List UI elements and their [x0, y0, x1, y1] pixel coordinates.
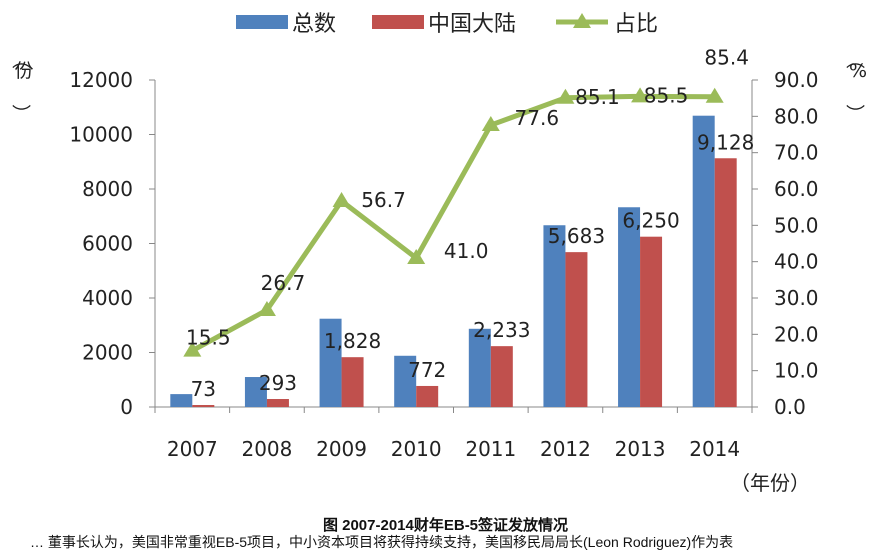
right-tick-label: 80.0 — [774, 104, 819, 128]
line-label-2007: 15.5 — [186, 326, 231, 350]
share-marker-2011 — [481, 116, 500, 132]
bar-total-2011 — [468, 328, 491, 407]
left-tick-label: 0 — [120, 395, 133, 419]
chart-legend: 总数 中国大陆 占比 — [236, 12, 658, 37]
legend-swatch-2 — [372, 15, 424, 29]
bar-label-2014: 9,128 — [697, 130, 754, 154]
left-tick-label: 10000 — [69, 123, 133, 147]
share-marker-2010 — [407, 249, 426, 265]
left-y-axis: 0 2000 4000 6000 8000 10000 12000 （份） — [9, 50, 156, 419]
left-tick-label: 8000 — [82, 177, 133, 201]
bar-mainland-2008 — [266, 399, 289, 407]
line-label-2008: 26.7 — [261, 271, 306, 295]
right-tick-label: 50.0 — [774, 213, 819, 237]
bar-label-2009: 1,828 — [324, 329, 381, 353]
bar-label-2013: 6,250 — [622, 209, 679, 233]
left-tick-label: 2000 — [82, 341, 133, 365]
left-tick-label: 12000 — [69, 68, 133, 92]
line-label-2013: 85.5 — [644, 83, 689, 107]
left-tick-label: 4000 — [82, 286, 133, 310]
bar-label-2012: 5,683 — [548, 224, 605, 248]
bar-label-2007: 73 — [191, 377, 216, 401]
x-axis: 2007 2008 2009 2010 2011 2012 2013 2014 （年份） — [154, 406, 810, 495]
bar-total-2010 — [394, 355, 417, 407]
bar-series — [170, 115, 737, 407]
legend-label-3: 占比 — [614, 12, 658, 37]
bar-mainland-2010 — [416, 385, 439, 407]
figure-caption: 图 2007-2014财年EB-5签证发放情况 — [322, 517, 569, 534]
left-tick-label: 6000 — [82, 232, 133, 256]
legend-triangle-marker — [573, 13, 591, 28]
bar-total-2014 — [692, 115, 715, 407]
line-series — [183, 87, 724, 357]
x-tick-label: 2013 — [615, 437, 666, 461]
bar-label-2011: 2,233 — [473, 318, 530, 342]
right-tick-label: 10.0 — [774, 359, 819, 383]
share-marker-2013 — [631, 87, 650, 103]
right-axis-unit: （%） — [843, 50, 867, 123]
legend-label-1: 总数 — [292, 12, 336, 37]
bar-total-2008 — [244, 377, 267, 407]
bar-label-2008: 293 — [259, 371, 297, 395]
right-tick-label: 40.0 — [774, 250, 819, 274]
line-label-2012: 85.1 — [575, 85, 620, 109]
share-marker-2008 — [257, 300, 276, 316]
share-marker-2009 — [332, 191, 351, 207]
eb5-combo-chart: 总数 中国大陆 占比 020004000600080001000012000（份） … — [9, 12, 867, 495]
left-axis-unit: （份） — [9, 50, 33, 123]
x-tick-label: 2008 — [241, 437, 292, 461]
bar-mainland-2014 — [714, 158, 737, 407]
x-tick-label: 2007 — [167, 437, 218, 461]
line-label-2010: 41.0 — [444, 239, 489, 263]
right-tick-label: 0.0 — [774, 395, 806, 419]
bar-mainland-2012 — [565, 252, 588, 407]
right-tick-label: 60.0 — [774, 177, 819, 201]
x-tick-label: 2011 — [465, 437, 516, 461]
bar-mainland-2013 — [640, 236, 663, 407]
body-text-fragment: … 董事长认为，美国非常重视EB-5项目，中小资本项目将获得持续支持，美国移民局… — [30, 534, 734, 550]
right-tick-label: 30.0 — [774, 286, 819, 310]
bar-total-2009 — [319, 318, 342, 407]
bar-label-2010: 772 — [408, 358, 446, 382]
share-marker-2014 — [705, 87, 724, 103]
bar-mainland-2011 — [490, 346, 513, 407]
bar-total-2012 — [543, 225, 566, 407]
bar-mainland-2009 — [341, 357, 364, 407]
right-tick-label: 20.0 — [774, 322, 819, 346]
right-tick-label: 70.0 — [774, 141, 819, 165]
bar-mainland-2007 — [192, 405, 215, 407]
data-labels: 73 293 1,828 772 2,233 5,683 6,250 9,128 15.5 26.… — [186, 46, 754, 401]
x-tick-label: 2012 — [540, 437, 591, 461]
line-label-2014: 85.4 — [704, 46, 749, 70]
legend-swatch-1 — [236, 15, 288, 29]
bar-total-2013 — [618, 207, 641, 407]
x-axis-title: （年份） — [730, 471, 810, 495]
share-line — [191, 93, 715, 353]
share-marker-2012 — [556, 88, 575, 104]
x-tick-label: 2014 — [689, 437, 740, 461]
share-marker-2007 — [183, 341, 202, 357]
bar-total-2007 — [170, 394, 193, 407]
x-tick-label: 2010 — [391, 437, 442, 461]
legend-label-2: 中国大陆 — [428, 12, 516, 37]
line-label-2011: 77.6 — [515, 106, 560, 130]
right-y-axis: 0.0 10.0 20.0 30.0 40.0 50.0 60.0 70.0 80.0 90.0 （… — [751, 50, 867, 419]
x-tick-label: 2009 — [316, 437, 367, 461]
right-tick-label: 90.0 — [774, 68, 819, 92]
line-label-2009: 56.7 — [361, 188, 406, 212]
